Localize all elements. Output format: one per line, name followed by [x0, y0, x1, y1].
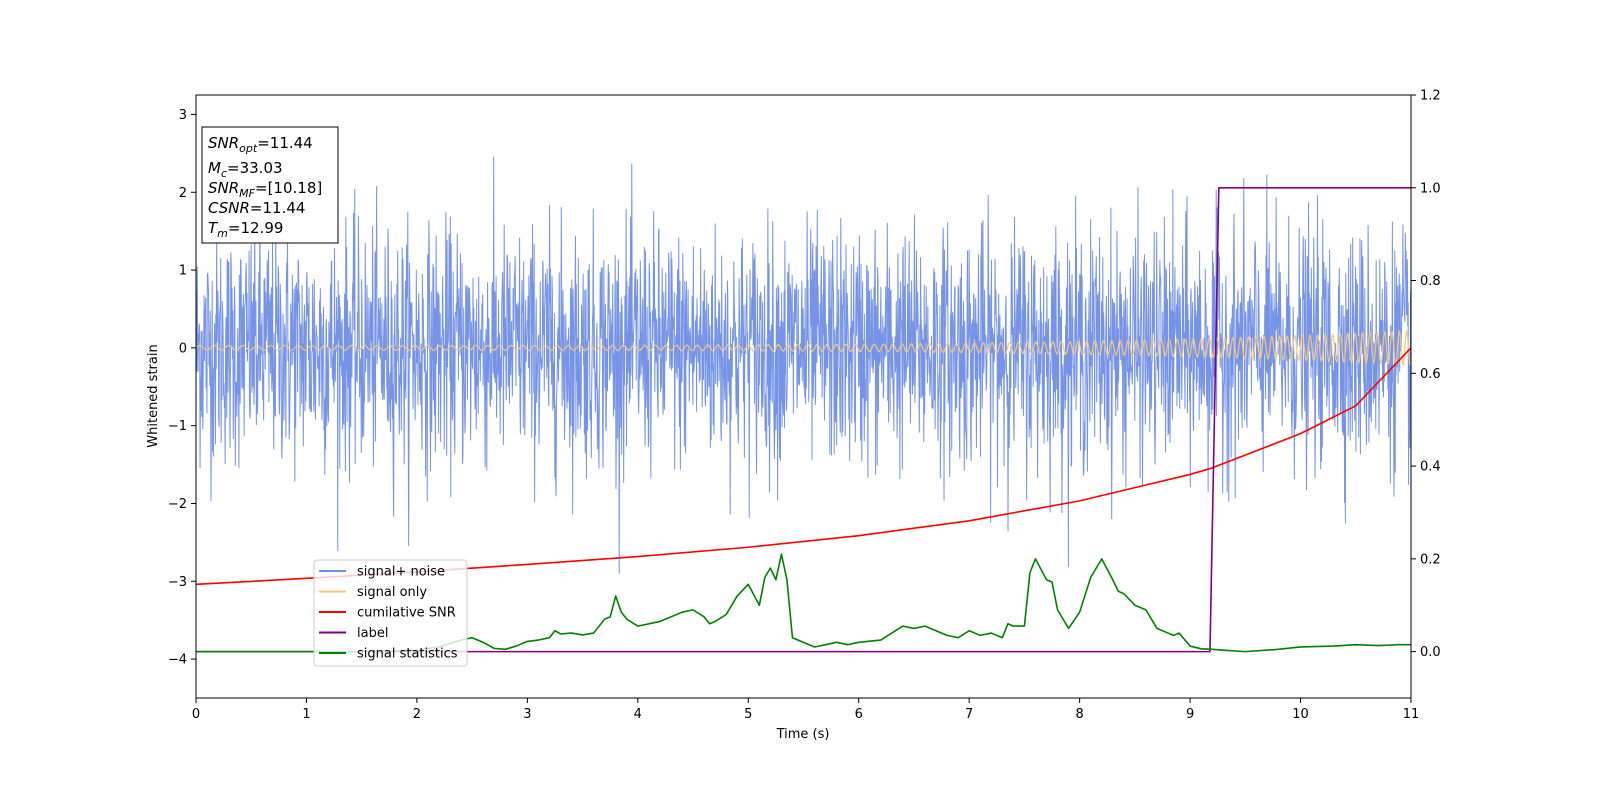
axes-layer: 0 1 2 3 4 5 6 7 8 9 10 113210−1−2−3−41.21.00.80.60.… — [168, 89, 1441, 723]
info-box-entry: Mc=33.03 — [208, 159, 283, 180]
info-box-entry: SNRMF=[10.18] — [208, 179, 322, 200]
y2-tick-label: 1.0 — [1420, 181, 1441, 196]
legend-label: signal+ noise — [357, 565, 445, 580]
series-signal-statistics-line — [196, 553, 1411, 653]
series-signal-noise-line — [195, 156, 1412, 574]
y-tick-label: −1 — [168, 419, 187, 434]
y2-tick-label: 0.4 — [1420, 460, 1441, 475]
y2-tick-label: 0.6 — [1420, 367, 1441, 382]
x-tick-label: 3 — [523, 707, 531, 722]
legend-label: signal statistics — [357, 647, 458, 662]
y-tick-label: −2 — [168, 497, 187, 512]
series-signal-only-line — [195, 329, 1412, 367]
y-tick-label: −4 — [168, 653, 187, 668]
y-tick-label: 1 — [179, 264, 187, 279]
y2-tick-label: 0.2 — [1420, 552, 1441, 567]
x-tick-label: 6 — [855, 707, 863, 722]
info-box-entry: CSNR=11.44 — [208, 199, 305, 217]
x-tick-label: 8 — [1075, 707, 1083, 722]
legend-frame — [313, 559, 468, 667]
x-tick-label: 7 — [965, 707, 973, 722]
y-tick-label: 0 — [179, 341, 187, 356]
y2-tick-label: 0.8 — [1420, 274, 1441, 289]
legend-label: cumilative SNR — [357, 606, 456, 621]
x-tick-label: 2 — [413, 707, 421, 722]
y-axis-label: Whitened strain — [146, 344, 161, 447]
x-tick-label: 10 — [1292, 707, 1309, 722]
info-box-entry: Tm=12.99 — [208, 219, 283, 240]
plot-frame — [195, 94, 1412, 699]
info-box-frame — [201, 126, 339, 244]
x-tick-label: 9 — [1186, 707, 1194, 722]
legend-label: label — [357, 626, 388, 641]
y2-tick-label: 1.2 — [1420, 89, 1441, 104]
x-axis-label: Time (s) — [776, 727, 830, 742]
y-tick-label: 2 — [179, 186, 187, 201]
series-label-line — [196, 186, 1411, 653]
y-tick-label: −3 — [168, 575, 187, 590]
x-tick-label: 4 — [634, 707, 642, 722]
info-box-entry: SNRopt=11.44 — [208, 134, 313, 155]
y2-tick-label: 0.0 — [1420, 645, 1441, 660]
x-tick-label: 1 — [302, 707, 310, 722]
x-tick-label: 5 — [744, 707, 752, 722]
legend: signal+ noise signal only cumilative SNR la… — [313, 559, 468, 667]
info-box: SNRopt=11.44 Mc=33.03SNRMF=[10.18]CSNR=11… — [201, 126, 339, 244]
x-tick-label: 11 — [1403, 707, 1420, 722]
y-tick-label: 3 — [179, 108, 187, 123]
x-tick-label: 0 — [192, 707, 200, 722]
legend-label: signal only — [357, 585, 427, 600]
